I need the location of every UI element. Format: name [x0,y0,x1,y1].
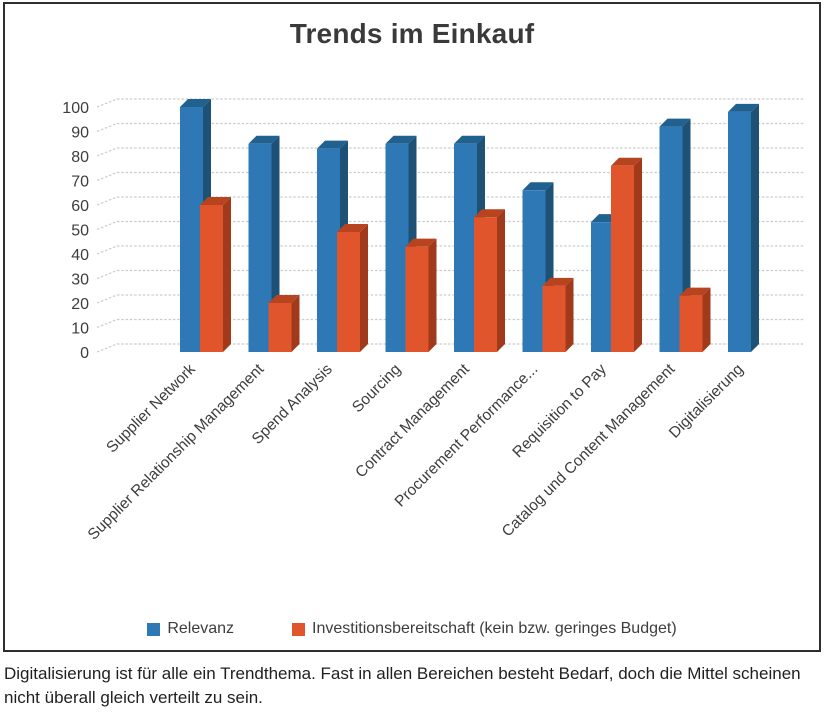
y-tick-label-50: 50 [71,223,89,240]
bar-investitionsbereitschaft-6 [611,157,642,352]
relevanz-swatch-icon [147,622,161,636]
x-category-label-4: Contract Management [352,360,473,481]
x-category-label-5: Procurement Performance... [392,361,542,511]
caption-text: Digitalisierung ist für alle ein Trendth… [4,664,801,707]
bar-investitionsbereitschaft-0 [200,197,231,352]
legend-item-relevanz: Relevanz [147,620,234,638]
y-tick-label-60: 60 [71,198,89,215]
gridline-50 [96,220,805,231]
y-tick-label-10: 10 [71,321,89,338]
x-category-label-3: Sourcing [349,361,404,416]
gridline-40 [96,245,805,255]
gridline-20 [96,294,805,304]
y-tick-label-30: 30 [71,272,89,289]
legend-item-investitionsbereitschaft: Investitionsbereitschaft (kein bzw. geri… [292,620,677,638]
bar-investitionsbereitschaft-5 [542,277,574,352]
bar-investitionsbereitschaft-1 [268,295,300,352]
legend-label-relevanz: Relevanz [167,620,235,637]
bar-relevanz-8 [728,103,759,353]
gridline-70 [96,171,805,182]
gridline-10 [96,318,805,329]
y-tick-label-90: 90 [71,125,89,142]
y-tick-label-70: 70 [71,174,89,191]
y-tick-label-40: 40 [71,247,89,264]
gridline-90 [96,122,805,133]
chart-title: Trends im Einkauf [289,18,535,49]
y-tick-label-0: 0 [80,345,89,362]
gridline-60 [96,196,805,206]
chart-frame: Trends im Einkauf 0 10 20 30 40 50 60 70 80 90 100… [3,2,821,652]
legend-label-investitionsbereitschaft: Investitionsbereitschaft (kein bzw. geri… [312,620,677,637]
gridline-80 [96,147,805,157]
bar-investitionsbereitschaft-2 [337,223,368,352]
bar-relevanz-1 [248,135,280,352]
gridline-0 [96,343,805,353]
bar-investitionsbereitschaft-7 [679,287,711,352]
gridline-100 [96,98,805,108]
investitionsbereitschaft-swatch-icon [292,622,306,636]
legend: Relevanz Investitionsbereitschaft (kein … [5,620,819,638]
bar-investitionsbereitschaft-4 [474,209,505,352]
y-tick-label-80: 80 [71,149,89,166]
bar-investitionsbereitschaft-3 [405,238,437,352]
gridline-30 [96,269,805,280]
y-tick-label-20: 20 [71,296,89,313]
y-tick-label-100: 100 [62,100,89,117]
